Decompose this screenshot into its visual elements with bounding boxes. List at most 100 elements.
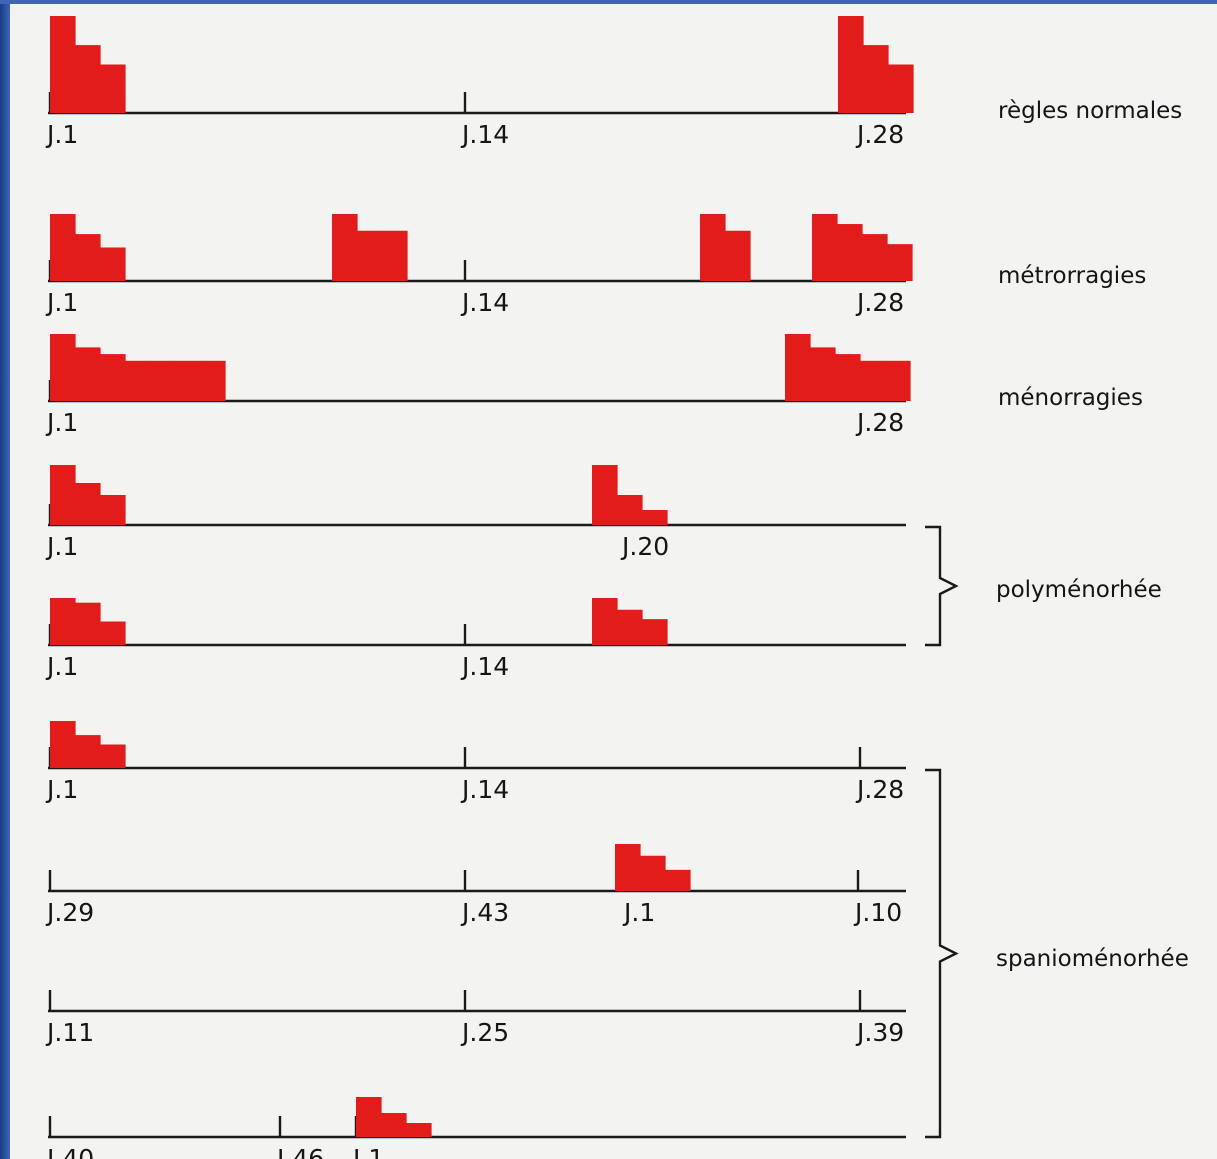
pattern-label-metro: métrorragies <box>998 263 1146 289</box>
pattern-label-poly: polyménorhée <box>996 577 1162 603</box>
day-label: J.40 <box>45 1144 94 1159</box>
bleeding-day-bar <box>725 230 751 281</box>
bleeding-day-bar <box>810 347 836 401</box>
bleeding-day-bar <box>50 721 76 768</box>
bleeding-day-bar <box>617 609 643 645</box>
bleeding-day-bar <box>100 744 126 768</box>
timeline-row-metro: J.1 J.14 J.28 <box>45 214 913 317</box>
timeline-row-poly1: J.1 J.20 <box>45 465 906 561</box>
menstruation-block <box>812 214 913 281</box>
menstruation-block <box>50 214 126 281</box>
bleeding-day-bar <box>75 602 101 645</box>
timeline-row-spanio2: J.29 J.43 J.1 J.10 <box>45 844 906 927</box>
day-label: J.10 <box>853 898 902 927</box>
menstruation-block <box>356 1097 432 1137</box>
day-label: J.14 <box>460 775 509 804</box>
day-label: J.14 <box>460 120 509 149</box>
bleeding-day-bar <box>50 16 76 113</box>
bleeding-day-bar <box>50 598 76 645</box>
timeline-row-spanio4: J.40 J.46 J.1 <box>45 1097 906 1159</box>
day-label: J.11 <box>45 1018 94 1047</box>
bleeding-day-bar <box>175 360 201 401</box>
day-label: J.1 <box>45 408 78 437</box>
day-label: J.28 <box>855 775 904 804</box>
bleeding-day-bar <box>885 360 911 401</box>
spaniomenorrhea-bracket <box>925 768 959 1139</box>
bleeding-day-bar <box>100 354 126 401</box>
bleeding-day-bar <box>665 869 691 891</box>
bleeding-day-bar <box>75 347 101 401</box>
menstruation-block <box>50 465 126 525</box>
window-frame-left <box>0 0 10 1159</box>
bleeding-day-bar <box>862 234 888 281</box>
day-label: J.39 <box>855 1018 904 1047</box>
day-label: J.20 <box>620 532 669 561</box>
day-label: J.1 <box>622 898 655 927</box>
polymenorrhea-bracket <box>925 525 959 647</box>
day-label: J.1 <box>45 120 78 149</box>
day-label: J.14 <box>460 288 509 317</box>
pattern-label-meno: ménorragies <box>998 385 1143 411</box>
bleeding-day-bar <box>357 230 383 281</box>
day-label: J.14 <box>460 652 509 681</box>
bleeding-day-bar <box>888 64 914 113</box>
menstruation-block <box>785 334 911 401</box>
bleeding-day-bar <box>592 465 618 525</box>
bleeding-day-bar <box>100 495 126 525</box>
bleeding-day-bar <box>100 247 126 281</box>
day-label: J.1 <box>45 652 78 681</box>
bleeding-day-bar <box>356 1097 382 1137</box>
day-label: J.46 <box>275 1144 324 1159</box>
menstruation-block <box>50 16 126 113</box>
bleeding-day-bar <box>50 214 76 281</box>
menstruation-block <box>50 334 226 401</box>
bleeding-day-bar <box>382 230 408 281</box>
day-label: J.29 <box>45 898 94 927</box>
bleeding-day-bar <box>100 621 126 645</box>
bleeding-day-bar <box>381 1113 407 1137</box>
bleeding-day-bar <box>887 244 913 281</box>
day-label: J.1 <box>45 775 78 804</box>
bleeding-day-bar <box>75 735 101 768</box>
timeline-row-poly2: J.1 J.14 <box>45 598 906 681</box>
bleeding-day-bar <box>75 483 101 525</box>
day-label: J.28 <box>855 408 904 437</box>
bleeding-day-bar <box>785 334 811 401</box>
bleeding-day-bar <box>406 1123 432 1137</box>
day-label: J.1 <box>45 532 78 561</box>
menstruation-block <box>592 465 668 525</box>
pattern-label-normal: règles normales <box>998 98 1182 124</box>
bleeding-day-bar <box>838 16 864 113</box>
menstruation-block <box>592 598 668 645</box>
window-frame-top <box>0 0 1217 4</box>
bleeding-day-bar <box>860 360 886 401</box>
day-label: J.25 <box>460 1018 509 1047</box>
bleeding-day-bar <box>640 855 666 891</box>
bleeding-day-bar <box>75 234 101 281</box>
menstruation-block <box>332 214 408 281</box>
menstruation-block <box>838 16 914 113</box>
bleeding-day-bar <box>100 64 126 113</box>
menstruation-block <box>50 721 126 768</box>
day-label: J.43 <box>460 898 509 927</box>
bleeding-day-bar <box>812 214 838 281</box>
menstruation-block <box>700 214 751 281</box>
bleeding-day-bar <box>835 354 861 401</box>
timeline-row-spanio1: J.1 J.14 J.28 <box>45 721 906 804</box>
bleeding-day-bar <box>332 214 358 281</box>
bleeding-day-bar <box>642 619 668 645</box>
menstruation-block <box>50 598 126 645</box>
bleeding-day-bar <box>50 334 76 401</box>
bleeding-day-bar <box>837 224 863 281</box>
menstruation-block <box>615 844 691 891</box>
bleeding-day-bar <box>592 598 618 645</box>
bleeding-day-bar <box>617 495 643 525</box>
bleeding-day-bar <box>125 360 151 401</box>
bleeding-day-bar <box>615 844 641 891</box>
day-label: J.1 <box>45 288 78 317</box>
bleeding-day-bar <box>200 360 226 401</box>
pattern-label-spanio: spanioménorhée <box>996 946 1189 972</box>
bleeding-day-bar <box>50 465 76 525</box>
